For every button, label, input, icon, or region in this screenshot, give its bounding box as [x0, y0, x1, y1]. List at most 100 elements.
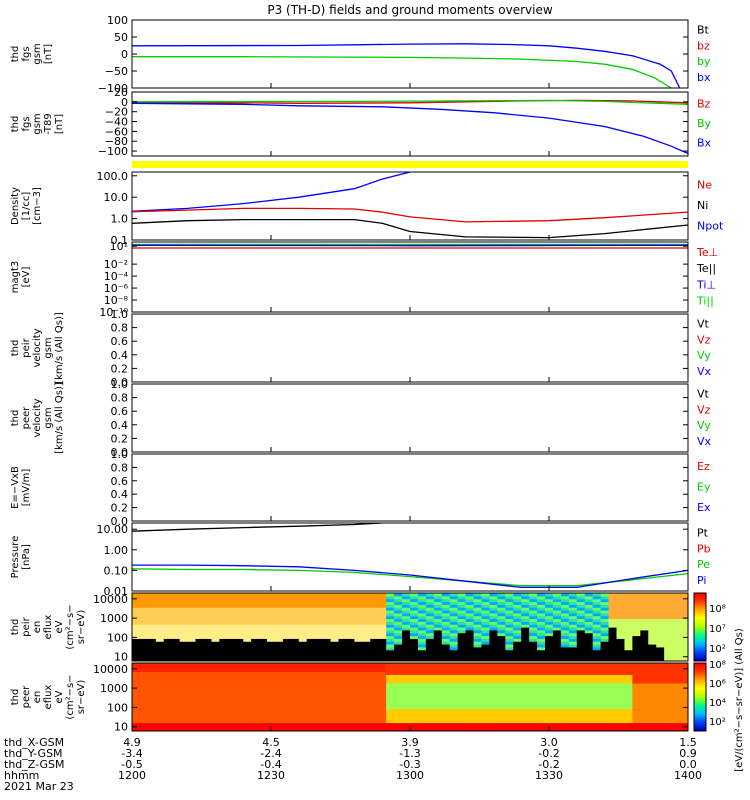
data-quality-bar: [132, 161, 688, 168]
legend-bz: Bz: [697, 98, 711, 111]
panel-frame: [131, 313, 689, 383]
series-ni-line: [132, 218, 688, 239]
y-tick-label: 0.8: [111, 322, 129, 335]
legend-ey: Ey: [697, 480, 711, 493]
panel-frame: [131, 453, 689, 522]
series-bx-line: [132, 102, 688, 155]
y-tick-label: 0.2: [111, 432, 129, 445]
colorbar-tick-label: 10⁴: [709, 698, 726, 709]
legend-by: by: [697, 55, 711, 68]
y-tick-label: 0.2: [111, 502, 129, 515]
ephemeris-value: 4.5: [262, 736, 280, 749]
legend-pi: Pi: [697, 574, 706, 587]
y-tick-label: −50: [105, 65, 128, 78]
y-tick-label: 10⁻²: [104, 258, 128, 271]
y-tick-label: 10000: [93, 663, 128, 676]
y-tick-label: 100: [107, 701, 128, 714]
legend-ex: Ex: [697, 501, 711, 514]
y-axis-label: Pressure[nPa]: [10, 536, 32, 579]
ephemeris-value: 4.9: [123, 736, 141, 749]
ephemeris-value: 0.9: [679, 747, 697, 760]
colorbar: 10⁸ 10⁷ 10² 10⁸ 10⁶ 10⁴ 10² [eV/(cm²−s−sr−eV)] …: [693, 592, 745, 772]
ephemeris-value: 1200: [118, 769, 146, 782]
ephemeris-row-label: thd_Y-GSM: [4, 747, 63, 760]
y-tick-label: −100: [98, 145, 128, 158]
ephemeris-value: -0.5: [121, 758, 142, 771]
legend-te-: Te⊥: [696, 246, 718, 259]
y-tick-label: 0.1: [111, 234, 129, 247]
legend-vx: Vx: [697, 435, 712, 448]
panel-1: 100 50 0 −50 −100 thdfgsgsm[nT] Bt bz by bx: [10, 14, 711, 95]
series-pi-line: [132, 564, 688, 589]
series-pe-line: [132, 568, 688, 587]
y-tick-label: 0.6: [111, 335, 129, 348]
panel-frame: [131, 383, 689, 453]
y-tick-label: 10⁻¹⁰: [99, 306, 128, 319]
y-tick-label: 10⁻⁴: [104, 270, 129, 283]
legend-npot: Npot: [697, 220, 724, 233]
y-tick-label: −40: [105, 116, 128, 129]
colorbar-tick-label: 10²: [709, 717, 726, 728]
y-tick-label: 1000: [100, 612, 128, 625]
y-tick-label: 50: [114, 31, 128, 44]
y-tick-label: 10: [114, 721, 128, 734]
y-tick-label: 0.0: [111, 515, 129, 528]
ephemeris-value: 3.9: [401, 736, 419, 749]
ephemeris-value: 1400: [674, 769, 702, 782]
legend-ni: Ni: [697, 199, 708, 212]
panel-3: 100.0 10.0 1.0 0.1 Density[1/cc][cm−3] Ne Ni Np…: [10, 170, 724, 247]
series-by-line: [132, 99, 688, 105]
legend-vy: Vy: [697, 349, 711, 362]
legend-vz: Vz: [697, 403, 711, 416]
ephemeris-value: 1330: [535, 769, 563, 782]
y-tick-label: 0.8: [111, 392, 129, 405]
y-tick-label: 0.4: [111, 488, 129, 501]
panel-5: 1.00.80.60.40.20.0thdpeirvelocitygsm[km/…: [10, 308, 712, 389]
legend-by: By: [697, 117, 712, 130]
y-tick-label: 10000: [93, 593, 128, 606]
ephemeris-value: 3.0: [540, 736, 558, 749]
ephemeris-value: 1230: [257, 769, 285, 782]
panel-2: 200−20−40−60−80−100 thdfgsgsm-T89[nT] Bz By…: [10, 86, 712, 158]
y-tick-label: −60: [105, 125, 128, 138]
y-axis-label: thdpeerenefluxeV(cm²−s−sr−eV): [10, 674, 87, 719]
y-axis-label: thdfgsgsm[nT]: [10, 43, 54, 64]
y-tick-label: 0.4: [111, 419, 129, 432]
legend-bt: Bt: [697, 23, 710, 36]
y-tick-label: 10⁻⁶: [104, 282, 129, 295]
legend-vz: Vz: [697, 333, 711, 346]
ephemeris-value: -0.2: [538, 758, 559, 771]
colorbar-tick-label: 10⁶: [709, 679, 726, 690]
legend-bz: bz: [697, 39, 710, 52]
ephemeris-value: 0.0: [679, 758, 697, 771]
y-tick-label: 100.0: [97, 170, 129, 183]
x-axis: thd_X-GSM 4.9 4.5 3.9 3.0 1.5 thd_Y-GSM -3.4 -2.…: [4, 736, 702, 793]
legend-vt: Vt: [697, 317, 710, 330]
y-tick-label: −20: [105, 106, 128, 119]
series-ne-line: [132, 207, 688, 223]
y-axis-label: E=−VxB[mV/m]: [10, 466, 32, 509]
spectrogram-10: [132, 663, 688, 731]
legend-vx: Vx: [697, 365, 712, 378]
y-tick-label: −100: [98, 82, 128, 95]
ephemeris-value: 1300: [396, 769, 424, 782]
colorbar-bottom: [693, 662, 707, 732]
series-pt-line: [132, 523, 383, 532]
y-tick-label: 1.0: [111, 378, 129, 391]
y-axis-label: Density[1/cc][cm−3]: [10, 187, 43, 225]
series-bz-line: [132, 99, 688, 104]
series-by-line: [132, 56, 672, 88]
y-tick-label: 0.0: [111, 446, 129, 459]
legend-ti-: Ti⊥: [696, 278, 716, 291]
y-tick-label: 1.0: [111, 308, 129, 321]
ephemeris-row-label: thd_X-GSM: [4, 736, 64, 749]
y-tick-label: 100: [107, 631, 128, 644]
legend-vt: Vt: [697, 387, 710, 400]
panel-frame: [131, 241, 689, 313]
colorbar-tick-label: 10⁸: [709, 604, 726, 615]
y-tick-label: 10⁻⁸: [104, 294, 129, 307]
colorbar-label: [eV/(cm²−s−sr−eV)] (All Qs): [734, 628, 745, 772]
series-npot-line: [132, 172, 411, 212]
